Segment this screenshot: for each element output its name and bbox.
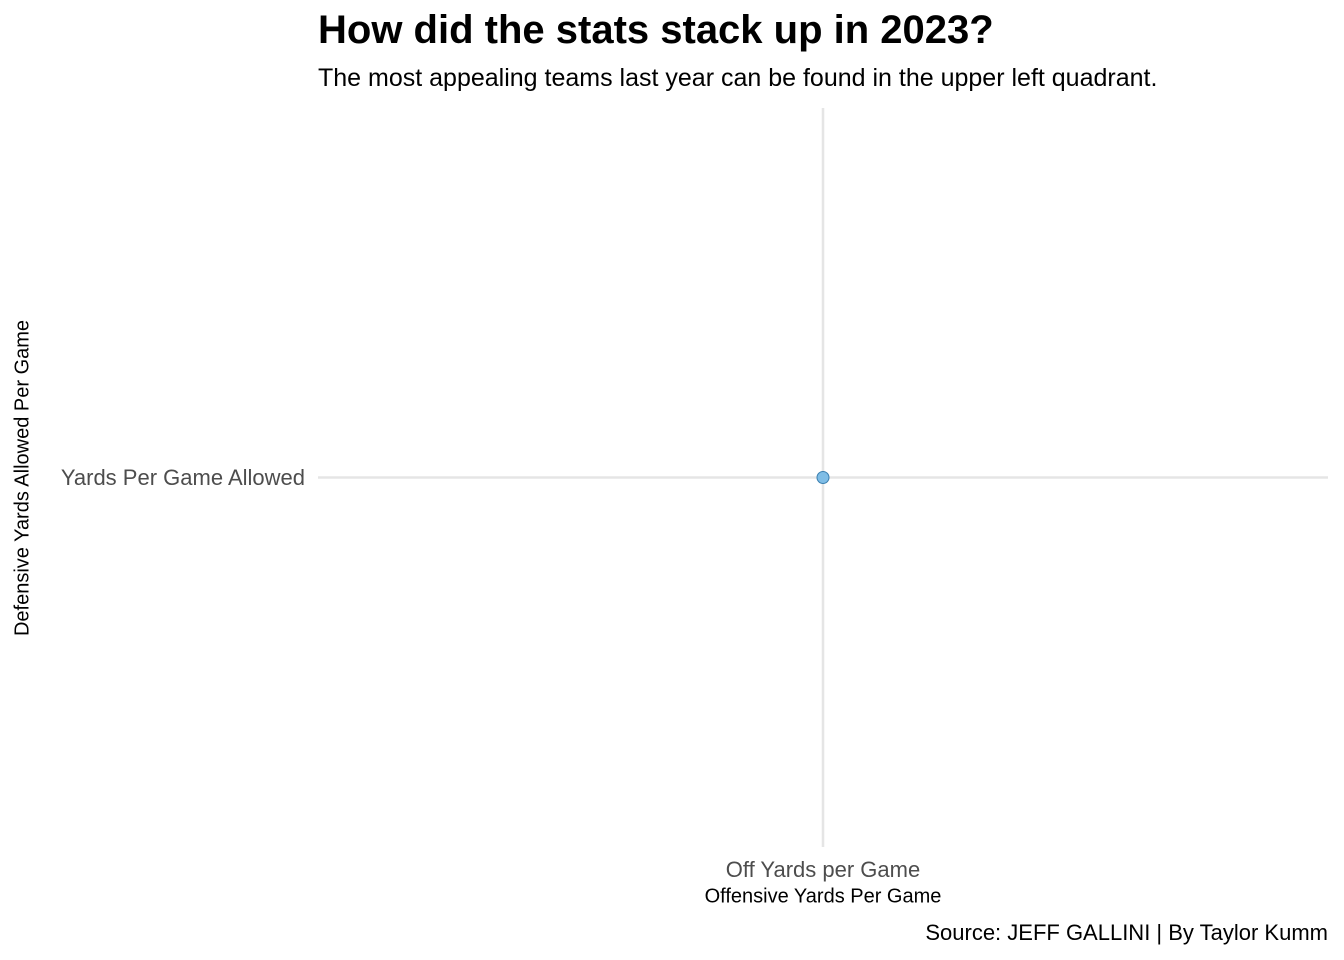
x-axis-title: Offensive Yards Per Game [704, 885, 942, 908]
x-tick-label: Off Yards per Game [725, 857, 921, 882]
y-axis-title: Defensive Yards Allowed Per Game [11, 319, 34, 637]
chart-caption: Source: JEFF GALLINI | By Taylor Kumm [925, 920, 1328, 945]
chart-subtitle: The most appealing teams last year can b… [318, 64, 1158, 92]
data-point-0 [816, 471, 830, 484]
y-tick-label: Yards Per Game Allowed [60, 465, 305, 490]
points-layer [816, 471, 830, 484]
chart-title: How did the stats stack up in 2023? [318, 8, 994, 52]
